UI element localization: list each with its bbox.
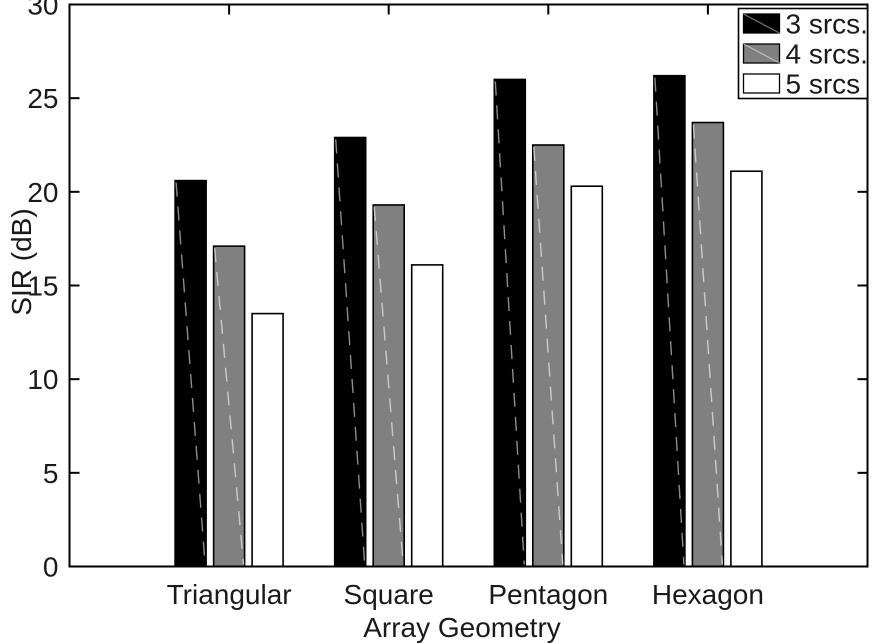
bar-seam: [175, 182, 206, 565]
y-tick-label: 25: [27, 83, 58, 114]
y-tick-label: 10: [27, 364, 58, 395]
bar-triangular-5-srcs: [251, 312, 284, 568]
y-tick-label: 30: [27, 0, 58, 21]
legend-label-5-srcs: 5 srcs: [786, 69, 861, 100]
bar-seam: [533, 146, 564, 565]
y-tick-label: 0: [43, 552, 59, 583]
legend: 3 srcs.4 srcs.5 srcs: [737, 7, 869, 100]
bar-seam: [373, 206, 404, 565]
bar-hexagon-5-srcs: [730, 170, 763, 568]
x-tick-label-hexagon: Hexagon: [652, 579, 764, 610]
x-tick-label-triangular: Triangular: [167, 579, 292, 610]
bar-seam: [692, 124, 724, 565]
legend-swatch-5-srcs: [742, 73, 781, 94]
bar-square-3-srcs: [333, 136, 367, 568]
legend-swatch-seam: [743, 43, 780, 64]
bar-seam: [213, 248, 245, 565]
x-tick-label-square: Square: [344, 579, 434, 610]
bar-pentagon-5-srcs: [570, 185, 604, 568]
x-tick-label-pentagon: Pentagon: [488, 579, 608, 610]
bar-seam: [654, 77, 685, 565]
y-tick-label: 20: [27, 177, 58, 208]
y-tick-label: 15: [27, 271, 58, 302]
legend-label-4-srcs: 4 srcs.: [786, 39, 868, 70]
y-axis-title: SIR (dB): [6, 208, 37, 315]
y-tick-label: 5: [43, 458, 59, 489]
x-axis-title: Array Geometry: [363, 612, 561, 643]
legend-swatch-seam: [743, 13, 780, 34]
bar-square-5-srcs: [410, 264, 444, 568]
legend-label-3-srcs: 3 srcs.: [786, 9, 868, 40]
bar-seam: [494, 81, 525, 565]
